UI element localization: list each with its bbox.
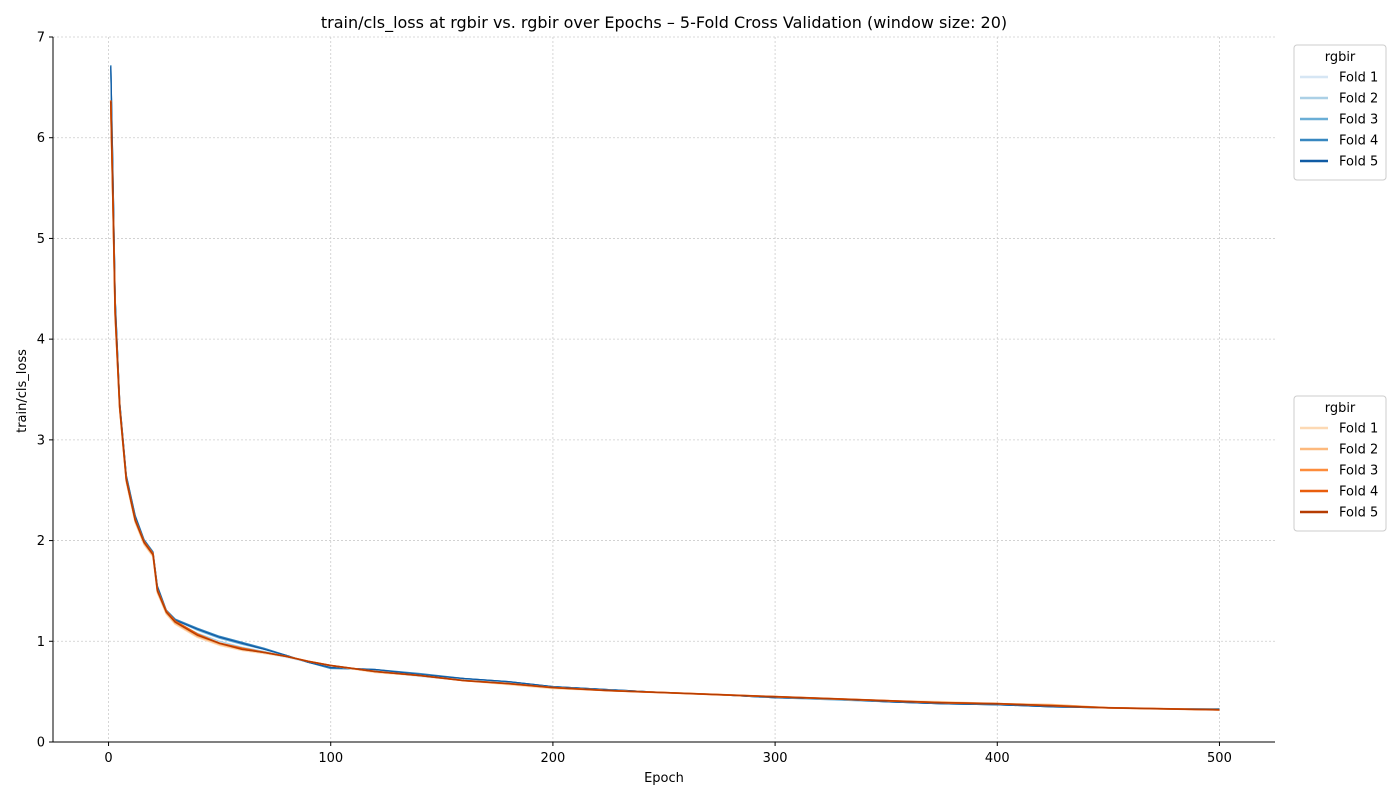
chart-title: train/cls_loss at rgbir vs. rgbir over E… bbox=[321, 13, 1007, 33]
y-tick-label: 7 bbox=[37, 31, 45, 46]
series-line-1 bbox=[110, 72, 1220, 711]
y-tick-label: 1 bbox=[37, 635, 45, 650]
y-tick-label: 4 bbox=[37, 333, 45, 348]
gridlines bbox=[53, 36, 1275, 743]
legend-label: Fold 5 bbox=[1339, 155, 1378, 170]
y-tick-label: 2 bbox=[37, 534, 45, 549]
series-lines bbox=[109, 65, 1220, 711]
legend-label: Fold 4 bbox=[1339, 134, 1378, 149]
y-axis-label: train/cls_loss bbox=[15, 349, 30, 433]
legend-label: Fold 3 bbox=[1339, 464, 1378, 479]
legend-frame bbox=[1293, 395, 1387, 532]
series-line-8 bbox=[110, 103, 1220, 711]
legend-label: Fold 1 bbox=[1339, 71, 1378, 86]
series-line-7 bbox=[110, 105, 1220, 711]
legend-label: Fold 3 bbox=[1339, 113, 1378, 128]
y-tick-label: 6 bbox=[37, 131, 45, 146]
x-tick-label: 400 bbox=[985, 751, 1010, 766]
series-line-2 bbox=[110, 69, 1220, 711]
legend-label: Fold 5 bbox=[1339, 506, 1378, 521]
legend-box-1: rgbir Fold 1 Fold 2 Fold 3 Fold 4 Fold 5 bbox=[1293, 44, 1387, 181]
legend-label: Fold 2 bbox=[1339, 443, 1378, 458]
x-tick-label: 100 bbox=[318, 751, 343, 766]
x-tick-label: 200 bbox=[540, 751, 565, 766]
y-tick-label: 5 bbox=[37, 232, 45, 247]
legend-frame bbox=[1293, 44, 1387, 181]
series-line-3 bbox=[110, 67, 1220, 711]
y-tick-label: 0 bbox=[37, 736, 45, 751]
series-line-4 bbox=[110, 65, 1220, 710]
legend-box-2: rgbir Fold 1 Fold 2 Fold 3 Fold 4 Fold 5 bbox=[1293, 395, 1387, 532]
axes: 0 100 200 300 400 500 0 1 2 3 4 5 6 7 bbox=[37, 31, 1275, 766]
y-tick-label: 3 bbox=[37, 433, 45, 448]
series-line-5 bbox=[110, 66, 1220, 711]
x-tick-label: 500 bbox=[1207, 751, 1232, 766]
x-tick-label: 0 bbox=[104, 751, 112, 766]
legend-label: Fold 2 bbox=[1339, 92, 1378, 107]
series-line-10 bbox=[110, 101, 1220, 711]
x-axis-label: Epoch bbox=[644, 771, 684, 786]
legend-label: Fold 4 bbox=[1339, 485, 1378, 500]
x-tick-label: 300 bbox=[763, 751, 788, 766]
legend-title: rgbir bbox=[1325, 401, 1356, 416]
legend-label: Fold 1 bbox=[1339, 422, 1378, 437]
series-line-9 bbox=[109, 100, 1220, 711]
series-line-6 bbox=[110, 107, 1220, 711]
legend-title: rgbir bbox=[1325, 50, 1356, 65]
